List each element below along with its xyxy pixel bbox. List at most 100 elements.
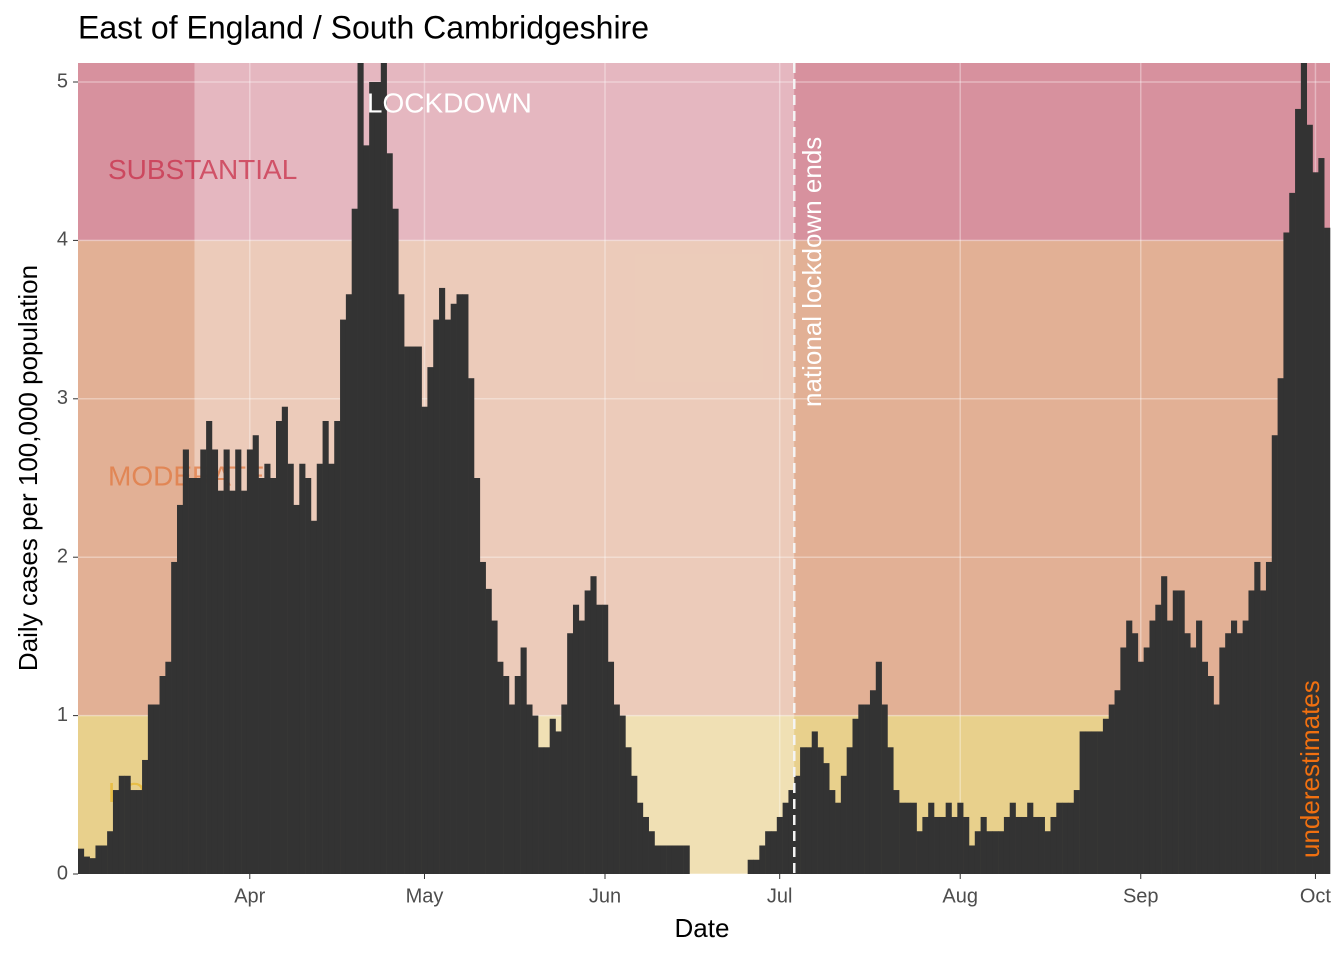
bar xyxy=(235,449,242,874)
bar xyxy=(840,775,847,874)
bar xyxy=(805,747,813,874)
bar xyxy=(829,790,836,874)
bar xyxy=(380,63,387,874)
bar xyxy=(800,747,807,874)
bar xyxy=(782,802,789,874)
bar xyxy=(310,520,318,874)
bar xyxy=(281,406,288,874)
bar xyxy=(468,378,475,874)
bar xyxy=(1178,590,1185,874)
bar xyxy=(980,816,987,874)
y-tick-label: 2 xyxy=(57,545,68,567)
bar xyxy=(986,831,993,874)
bar xyxy=(1190,647,1197,874)
bar xyxy=(444,319,451,874)
bar xyxy=(613,704,620,874)
bar xyxy=(241,490,248,874)
bar xyxy=(561,704,568,874)
x-tick-label: Sep xyxy=(1123,885,1159,907)
bar xyxy=(479,561,486,874)
bar xyxy=(299,463,306,874)
bar xyxy=(963,816,970,874)
x-axis-label: Date xyxy=(675,913,730,943)
bar xyxy=(939,816,946,874)
bar xyxy=(270,478,277,874)
bar xyxy=(1027,802,1034,874)
bar xyxy=(112,790,120,874)
lockdown-end-label: national lockdown ends xyxy=(797,137,827,407)
bar xyxy=(974,831,981,874)
bar xyxy=(887,747,894,874)
bar xyxy=(998,831,1005,874)
bar xyxy=(934,816,941,874)
bar xyxy=(1277,378,1284,874)
bar xyxy=(1149,620,1156,874)
bar xyxy=(520,647,527,874)
bar xyxy=(427,367,434,874)
bar xyxy=(671,845,679,874)
y-axis-label: Daily cases per 100,000 population xyxy=(13,265,43,671)
bar xyxy=(194,478,201,874)
bar xyxy=(357,63,364,874)
bar xyxy=(753,859,760,874)
bar xyxy=(549,718,556,874)
bar xyxy=(316,463,323,874)
bar xyxy=(1271,435,1278,874)
bar xyxy=(899,802,906,874)
bar xyxy=(404,346,411,874)
x-tick-label: May xyxy=(406,885,444,907)
bar xyxy=(147,704,155,874)
bar xyxy=(1260,590,1267,874)
bar xyxy=(584,590,591,874)
bar xyxy=(89,858,96,874)
bar xyxy=(1091,731,1098,874)
bar xyxy=(572,604,580,874)
bar xyxy=(555,731,562,874)
bar xyxy=(328,463,335,874)
bar xyxy=(1201,661,1209,874)
bar xyxy=(538,747,545,874)
bar xyxy=(916,831,923,874)
bar xyxy=(1003,816,1011,874)
bar xyxy=(462,294,469,874)
bar xyxy=(1102,718,1110,874)
bar xyxy=(439,287,446,874)
bar xyxy=(433,319,440,874)
bar xyxy=(683,845,690,874)
bar xyxy=(275,420,283,874)
band-label: SUBSTANTIAL xyxy=(108,154,297,185)
bar xyxy=(957,802,964,874)
bar xyxy=(392,208,399,874)
bar xyxy=(107,831,114,874)
bar xyxy=(660,845,667,874)
bar xyxy=(945,802,952,874)
bar xyxy=(578,620,585,874)
risk-band xyxy=(78,63,1330,241)
y-tick-label: 4 xyxy=(57,229,68,251)
bar xyxy=(543,747,550,874)
bar xyxy=(1324,227,1331,874)
bar xyxy=(386,153,393,874)
bar xyxy=(1300,63,1308,874)
bar xyxy=(287,463,294,874)
bar xyxy=(567,633,574,874)
bar xyxy=(1295,108,1302,874)
bar xyxy=(1248,590,1255,874)
bar xyxy=(322,420,329,874)
bar xyxy=(928,802,935,874)
bar xyxy=(1236,633,1243,874)
bar xyxy=(765,831,772,874)
bar xyxy=(1033,816,1040,874)
bar xyxy=(456,294,463,874)
bar xyxy=(450,303,457,874)
bar xyxy=(817,747,824,874)
bar xyxy=(153,704,160,874)
bar xyxy=(1073,790,1080,874)
bar xyxy=(770,831,778,874)
bar xyxy=(78,848,85,874)
bar xyxy=(1196,620,1203,874)
bar xyxy=(415,346,422,874)
bar xyxy=(1062,802,1069,874)
bar xyxy=(473,478,481,874)
bar xyxy=(1312,172,1319,874)
